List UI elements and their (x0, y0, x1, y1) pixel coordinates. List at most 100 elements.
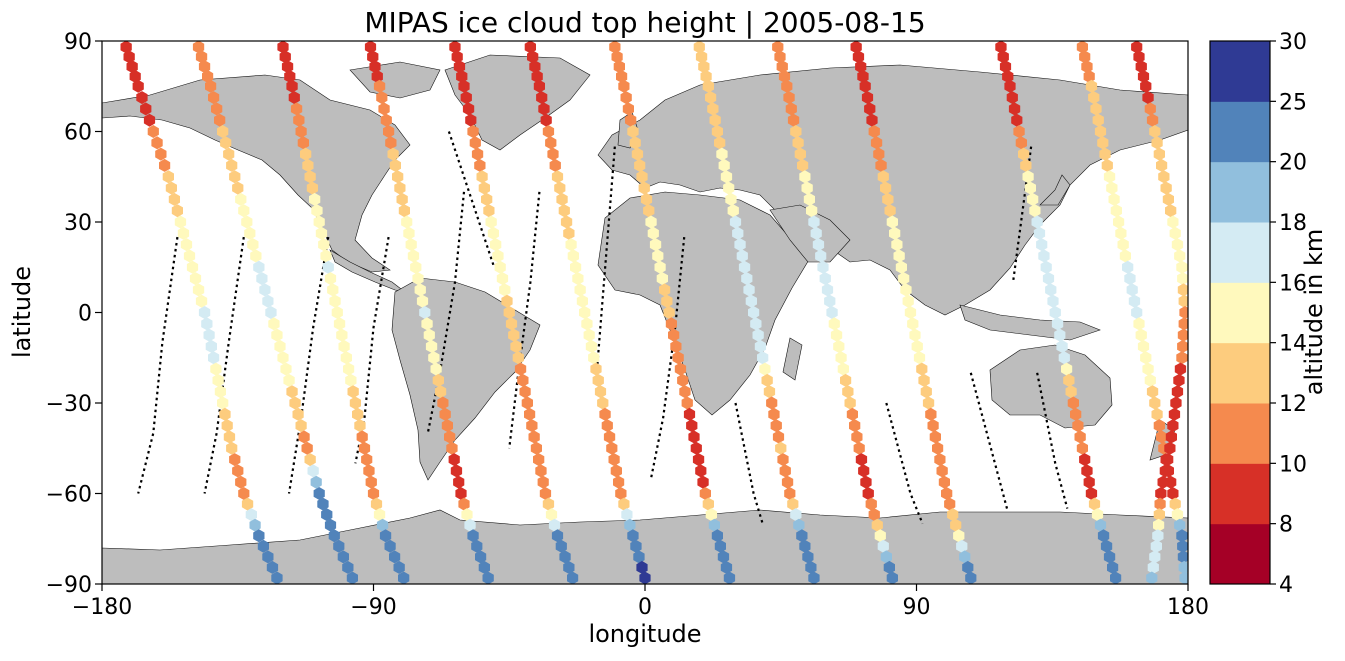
cloud-marker (718, 158, 730, 172)
cloud-marker (462, 102, 475, 116)
cloud-marker (241, 215, 253, 229)
cloud-marker (692, 453, 705, 467)
cloud-marker (1128, 294, 1141, 308)
cloud-marker (1006, 91, 1018, 105)
cloud-marker (697, 475, 709, 489)
cloud-marker (469, 136, 481, 150)
cloud-marker (846, 407, 858, 421)
cloud-marker (1018, 147, 1030, 161)
cloud-marker (385, 136, 397, 150)
cloud-marker (1047, 294, 1059, 308)
cloud-marker (916, 362, 928, 376)
cloud-marker (387, 147, 399, 161)
cloud-marker (508, 328, 520, 342)
cloud-marker (893, 249, 905, 263)
cloud-marker (560, 215, 573, 229)
cloud-marker (492, 249, 504, 263)
cloud-marker (707, 102, 719, 116)
cloud-marker (467, 125, 479, 138)
cloud-marker (826, 306, 838, 319)
cloud-marker (186, 260, 199, 274)
colorbar-tick-label: 12 (1279, 392, 1307, 417)
cloud-marker (677, 373, 689, 387)
cloud-marker (592, 373, 604, 387)
cloud-marker (1146, 385, 1159, 399)
cloud-marker (900, 283, 912, 297)
cloud-marker (738, 260, 751, 274)
cloud-marker (778, 69, 791, 83)
cloud-marker (306, 181, 318, 195)
cloud-marker (567, 249, 579, 263)
cloud-marker (1108, 192, 1120, 206)
cloud-marker (640, 192, 653, 206)
cloud-marker (1177, 328, 1188, 342)
cloud-marker (625, 113, 637, 127)
x-axis-label: longitude (588, 620, 701, 648)
cloud-marker (1091, 508, 1104, 522)
cloud-marker (877, 539, 889, 553)
cloud-marker (656, 272, 668, 286)
cloud-marker (538, 102, 550, 116)
cloud-marker (1065, 385, 1077, 399)
cloud-marker (911, 339, 923, 353)
cloud-marker (723, 571, 736, 584)
cloud-marker (482, 571, 494, 584)
cloud-marker (819, 272, 831, 286)
cloud-marker (540, 113, 552, 127)
cloud-marker (558, 204, 570, 218)
cloud-marker (886, 571, 898, 584)
cloud-marker (247, 238, 259, 252)
cloud-marker (864, 102, 876, 116)
cloud-marker (720, 170, 733, 184)
cloud-marker (201, 317, 213, 331)
cloud-marker (688, 430, 700, 444)
cloud-marker (909, 328, 921, 342)
cloud-marker (301, 441, 313, 455)
cloud-marker (953, 529, 965, 543)
cloud-marker (649, 238, 662, 252)
cloud-marker (132, 79, 144, 93)
cloud-marker (1155, 487, 1167, 500)
cloud-marker (824, 294, 836, 308)
cloud-marker (1099, 147, 1111, 161)
cloud-marker (1040, 260, 1052, 274)
cloud-marker (618, 497, 630, 511)
cloud-marker (401, 215, 413, 229)
cloud-marker (376, 91, 388, 105)
cloud-marker (180, 238, 193, 252)
cloud-marker (1152, 529, 1164, 543)
land-australia (989, 344, 1113, 429)
cloud-marker (302, 158, 314, 172)
cloud-marker (840, 373, 852, 387)
cloud-marker (748, 306, 760, 319)
cloud-marker (268, 317, 280, 331)
cloud-marker (419, 306, 431, 319)
cloud-marker (379, 529, 392, 543)
cloud-marker (318, 238, 330, 252)
cloud-marker (458, 497, 470, 511)
no-cloud-track (137, 236, 179, 494)
cloud-marker (1038, 249, 1050, 263)
cloud-marker (590, 362, 602, 376)
cloud-marker (217, 396, 229, 410)
cloud-marker (295, 419, 307, 433)
cloud-marker (1164, 441, 1176, 455)
cloud-marker (430, 362, 442, 376)
cloud-marker (165, 181, 177, 195)
cloud-marker (729, 215, 742, 229)
y-axis-label: latitude (8, 266, 36, 358)
cloud-marker (1154, 497, 1166, 511)
cloud-marker (342, 560, 354, 574)
cloud-marker (1156, 430, 1168, 444)
cloud-marker (1133, 317, 1145, 331)
cloud-marker (465, 113, 477, 127)
cloud-marker (866, 113, 878, 127)
cloud-marker (610, 464, 622, 478)
cloud-marker (458, 79, 470, 93)
cloud-marker (219, 407, 231, 421)
cloud-marker (439, 407, 451, 421)
cloud-marker (761, 373, 773, 387)
cloud-marker (709, 113, 721, 127)
cloud-marker (1144, 102, 1156, 116)
